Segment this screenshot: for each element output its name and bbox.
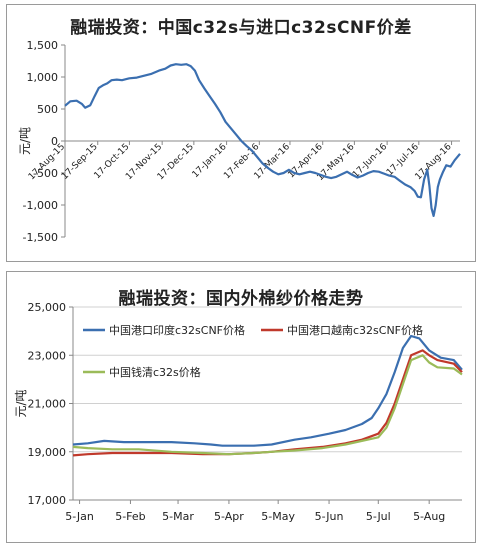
y-tick-label: -500 <box>33 167 58 180</box>
x-tick-label: 5-Mar <box>162 510 194 523</box>
price-series-line <box>72 349 463 457</box>
y-tick-label: 500 <box>37 103 58 116</box>
spread-chart-plot: 1,5001,0005000-500-1,000-1,50017-Aug-151… <box>18 39 461 244</box>
x-tick-label: 5-Jul <box>366 510 391 523</box>
y-tick-label: 21,000 <box>28 398 67 411</box>
spread-series-line <box>64 63 461 217</box>
x-tick-label: 5-Aug <box>413 510 445 523</box>
y-tick-label: 1,500 <box>27 39 59 52</box>
x-tick-label: 5-Feb <box>115 510 145 523</box>
x-tick-label: 5-Jan <box>65 510 94 523</box>
y-tick-label: 19,000 <box>28 446 67 459</box>
y-tick-label: 23,000 <box>28 349 67 362</box>
chart-title: 融瑞投资：国内外棉纱价格走势 <box>118 289 364 309</box>
y-axis-label: 元/吨 <box>14 389 28 417</box>
y-tick-label: 25,000 <box>28 301 67 314</box>
y-tick-label: 17,000 <box>28 494 67 507</box>
price-chart-plot: 25,000 23,000 21,000 19,000 17,000 5-Jan 5-Feb… <box>14 301 463 523</box>
price-series-line <box>72 354 463 456</box>
y-axis-label: 元/吨 <box>18 127 32 155</box>
y-tick-label: 0 <box>51 135 58 148</box>
y-tick-label: 1,000 <box>27 71 59 84</box>
legend-label: 中国钱清c32s价格 <box>109 365 201 379</box>
price-chart-panel: 融瑞投资：国内外棉纱价格走势 25,000 23,000 21,000 19,000 1… <box>6 271 476 543</box>
legend-label: 中国港口越南c32sCNF价格 <box>287 323 423 337</box>
spread-chart-panel: 融瑞投资：中国c32s与进口c32sCNF价差 1,500 1,000 500 0 -5… <box>6 4 476 262</box>
y-tick-label: -1,000 <box>23 199 58 212</box>
x-tick-label: 5-Jun <box>315 510 344 523</box>
price-series-line <box>72 334 463 447</box>
y-tick-label: -1,500 <box>23 231 58 244</box>
legend-label: 中国港口印度c32sCNF价格 <box>109 323 245 337</box>
x-tick-label: 5-May <box>261 510 295 523</box>
chart-title: 融瑞投资：中国c32s与进口c32sCNF价差 <box>70 18 412 38</box>
x-tick-label: 5-Apr <box>214 510 244 523</box>
